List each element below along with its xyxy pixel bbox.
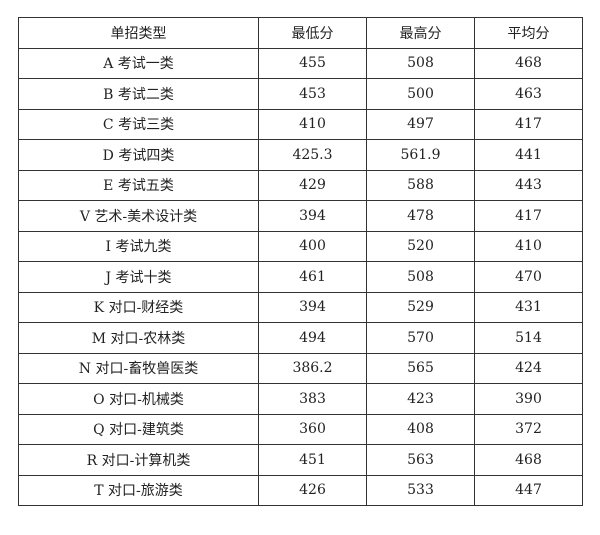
max-score-cell: 529 <box>366 291 475 323</box>
min-score-cell: 494 <box>258 322 367 354</box>
min-score-cell: 400 <box>258 230 367 262</box>
table-row: K 对口-财经类 394 529 431 <box>18 291 583 323</box>
category-cell: J 考试十类 <box>18 261 259 293</box>
table-row: O 对口-机械类 383 423 390 <box>18 383 583 415</box>
max-score-cell: 500 <box>366 78 475 110</box>
header-row: 单招类型 最低分 最高分 平均分 <box>18 17 583 49</box>
table-row: N 对口-畜牧兽医类 386.2 565 424 <box>18 352 583 384</box>
min-score-cell: 453 <box>258 78 367 110</box>
avg-score-cell: 463 <box>474 78 583 110</box>
avg-score-cell: 447 <box>474 474 583 506</box>
max-score-cell: 561.9 <box>366 139 475 171</box>
avg-score-cell: 417 <box>474 200 583 232</box>
score-table: 单招类型 最低分 最高分 平均分 A 考试一类 455 508 468 B 考试二类 45… <box>18 17 583 506</box>
table-row: M 对口-农林类 494 570 514 <box>18 322 583 354</box>
avg-score-cell: 470 <box>474 261 583 293</box>
avg-score-cell: 431 <box>474 291 583 323</box>
avg-score-cell: 417 <box>474 108 583 140</box>
category-cell: Q 对口-建筑类 <box>18 413 259 445</box>
category-cell: A 考试一类 <box>18 47 259 79</box>
avg-score-cell: 468 <box>474 444 583 476</box>
table-row: Q 对口-建筑类 360 408 372 <box>18 413 583 445</box>
max-score-cell: 478 <box>366 200 475 232</box>
category-cell: R 对口-计算机类 <box>18 444 259 476</box>
max-score-cell: 588 <box>366 169 475 201</box>
header-min-score: 最低分 <box>258 17 367 49</box>
table-row: D 考试四类 425.3 561.9 441 <box>18 139 583 171</box>
category-cell: V 艺术-美术设计类 <box>18 200 259 232</box>
header-max-score: 最高分 <box>366 17 475 49</box>
table-row: C 考试三类 410 497 417 <box>18 108 583 140</box>
avg-score-cell: 443 <box>474 169 583 201</box>
avg-score-cell: 514 <box>474 322 583 354</box>
max-score-cell: 570 <box>366 322 475 354</box>
category-cell: C 考试三类 <box>18 108 259 140</box>
table-row: I 考试九类 400 520 410 <box>18 230 583 262</box>
max-score-cell: 408 <box>366 413 475 445</box>
avg-score-cell: 410 <box>474 230 583 262</box>
max-score-cell: 520 <box>366 230 475 262</box>
avg-score-cell: 424 <box>474 352 583 384</box>
table-row: J 考试十类 461 508 470 <box>18 261 583 293</box>
category-cell: N 对口-畜牧兽医类 <box>18 352 259 384</box>
min-score-cell: 394 <box>258 291 367 323</box>
min-score-cell: 410 <box>258 108 367 140</box>
category-cell: O 对口-机械类 <box>18 383 259 415</box>
table-row: B 考试二类 453 500 463 <box>18 78 583 110</box>
max-score-cell: 497 <box>366 108 475 140</box>
table-row: A 考试一类 455 508 468 <box>18 47 583 79</box>
avg-score-cell: 372 <box>474 413 583 445</box>
table-row: E 考试五类 429 588 443 <box>18 169 583 201</box>
min-score-cell: 426 <box>258 474 367 506</box>
min-score-cell: 386.2 <box>258 352 367 384</box>
table-row: R 对口-计算机类 451 563 468 <box>18 444 583 476</box>
category-cell: D 考试四类 <box>18 139 259 171</box>
category-cell: E 考试五类 <box>18 169 259 201</box>
category-cell: T 对口-旅游类 <box>18 474 259 506</box>
avg-score-cell: 441 <box>474 139 583 171</box>
min-score-cell: 425.3 <box>258 139 367 171</box>
max-score-cell: 565 <box>366 352 475 384</box>
min-score-cell: 429 <box>258 169 367 201</box>
table-row: V 艺术-美术设计类 394 478 417 <box>18 200 583 232</box>
min-score-cell: 383 <box>258 383 367 415</box>
max-score-cell: 563 <box>366 444 475 476</box>
min-score-cell: 455 <box>258 47 367 79</box>
header-avg-score: 平均分 <box>474 17 583 49</box>
min-score-cell: 394 <box>258 200 367 232</box>
category-cell: B 考试二类 <box>18 78 259 110</box>
max-score-cell: 508 <box>366 261 475 293</box>
category-cell: K 对口-财经类 <box>18 291 259 323</box>
table-row: T 对口-旅游类 426 533 447 <box>18 474 583 506</box>
max-score-cell: 508 <box>366 47 475 79</box>
max-score-cell: 533 <box>366 474 475 506</box>
max-score-cell: 423 <box>366 383 475 415</box>
min-score-cell: 451 <box>258 444 367 476</box>
avg-score-cell: 468 <box>474 47 583 79</box>
category-cell: M 对口-农林类 <box>18 322 259 354</box>
min-score-cell: 360 <box>258 413 367 445</box>
category-cell: I 考试九类 <box>18 230 259 262</box>
header-category: 单招类型 <box>18 17 259 49</box>
avg-score-cell: 390 <box>474 383 583 415</box>
min-score-cell: 461 <box>258 261 367 293</box>
